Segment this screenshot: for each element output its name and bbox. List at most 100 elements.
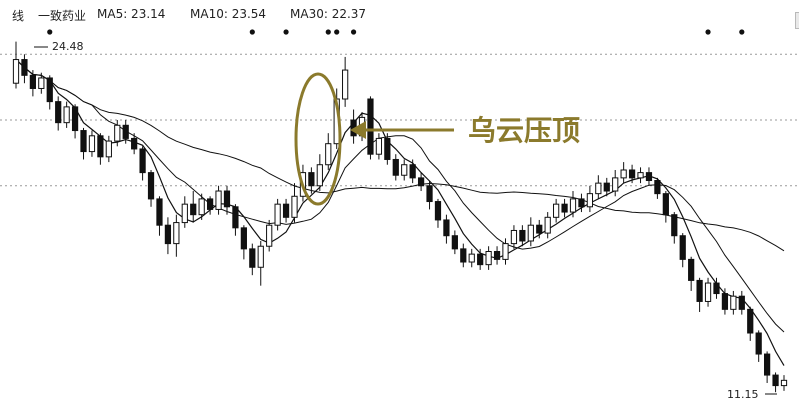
candle-body: [375, 137, 383, 155]
candle-body: [654, 180, 661, 195]
event-marker: [739, 29, 745, 35]
candle-body: [409, 164, 416, 179]
candle-body: [637, 172, 644, 179]
candle-body: [114, 124, 121, 142]
candle-body: [527, 224, 534, 242]
candles: [12, 41, 788, 393]
candle-body: [536, 224, 543, 234]
candle-body: [595, 182, 602, 195]
chart-type-label: 线: [12, 9, 25, 23]
candle-body: [38, 77, 45, 89]
ma30-line: [15, 59, 785, 252]
candle-body: [730, 295, 737, 310]
candle-body: [325, 143, 332, 166]
candle-body: [434, 201, 442, 221]
candle-body: [249, 248, 256, 268]
candle-body: [282, 203, 290, 218]
candle-body: [569, 198, 577, 213]
candle-body: [198, 198, 205, 216]
event-markers: [47, 29, 745, 35]
candle-body: [426, 185, 433, 203]
event-marker: [283, 29, 289, 35]
candle-body: [139, 148, 146, 174]
candle-body: [21, 59, 28, 76]
high-price-label: 24.48: [52, 40, 84, 53]
candle-body: [291, 195, 298, 218]
candle-body: [122, 124, 129, 139]
candle-body: [342, 69, 349, 100]
candle-body: [460, 248, 467, 263]
candle-body: [308, 172, 315, 187]
candle-body: [181, 203, 188, 224]
candle-body: [401, 164, 408, 176]
candle-body: [384, 137, 391, 160]
candle-body: [215, 190, 222, 210]
candle-body: [417, 177, 425, 187]
candle-body: [80, 130, 87, 153]
candle-body: [502, 243, 509, 260]
candle-body: [772, 374, 779, 387]
candle-body: [232, 206, 239, 229]
candle-body: [645, 172, 653, 182]
gridlines: [0, 53, 799, 187]
event-marker: [334, 29, 340, 35]
candle-body: [519, 229, 526, 242]
candle-body: [578, 198, 585, 208]
candle-body: [510, 229, 518, 245]
candle-body: [55, 101, 62, 124]
candle-body: [105, 140, 112, 158]
candle-body: [131, 137, 138, 150]
event-marker: [325, 29, 331, 35]
candle-body: [316, 164, 323, 187]
candle-body: [662, 193, 669, 216]
low-label: 11.15: [727, 388, 777, 401]
candle-body: [713, 282, 720, 295]
candle-body: [586, 193, 594, 208]
candle-body: [190, 203, 197, 216]
ma5-line: [15, 59, 785, 366]
event-marker: [47, 29, 53, 35]
candle-body: [240, 227, 247, 250]
candle-body: [29, 74, 36, 89]
event-marker: [249, 29, 255, 35]
candle-body: [468, 253, 475, 263]
highlight-ellipse: [294, 72, 342, 206]
candle-body: [367, 98, 374, 155]
ma30-value: MA30: 22.37: [290, 7, 367, 21]
candle-body: [780, 379, 788, 387]
candle-body: [274, 203, 281, 226]
candle-body: [493, 250, 501, 260]
candle-body: [88, 135, 96, 153]
event-marker: [705, 29, 711, 35]
stock-name: 一致药业: [38, 9, 87, 23]
candle-body: [173, 222, 180, 245]
candle-body: [612, 177, 619, 192]
candle-body: [688, 258, 695, 281]
candle-body: [451, 235, 458, 250]
candle-body: [738, 295, 745, 310]
candle-body: [553, 203, 560, 218]
candle-body: [544, 216, 551, 234]
candle-body: [392, 158, 399, 176]
candle-body: [443, 219, 450, 237]
event-marker: [350, 29, 357, 35]
candle-body: [46, 77, 53, 103]
annotation-text: 乌云压顶: [468, 114, 580, 147]
candle-body: [147, 172, 155, 200]
candle-body: [223, 190, 231, 208]
candle-body: [164, 224, 172, 245]
candle-body: [620, 169, 627, 179]
candle-body: [696, 279, 703, 302]
candle-body: [97, 135, 104, 158]
candle-body: [156, 198, 163, 226]
ma5-path: [15, 59, 785, 366]
candle-body: [671, 214, 678, 237]
candle-body: [755, 332, 762, 355]
annotation-arrow: [350, 121, 454, 139]
candle-body: [206, 198, 214, 210]
candle-body: [63, 106, 70, 124]
chart-header: 线 一致药业 MA5: 23.14 MA10: 23.54 MA30: 22.3…: [0, 0, 799, 29]
candle-body: [764, 353, 771, 376]
candle-body: [477, 253, 484, 266]
